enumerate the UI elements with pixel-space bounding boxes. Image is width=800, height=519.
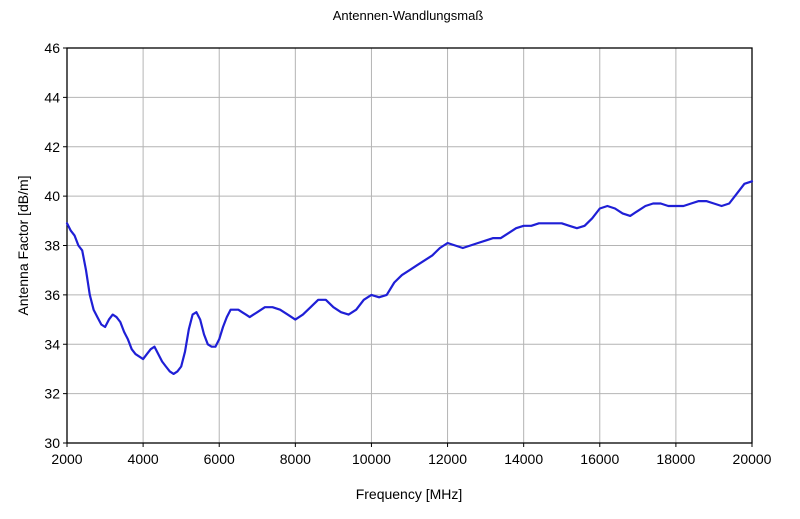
y-tick-label: 42	[44, 139, 60, 155]
y-tick-label: 40	[44, 188, 60, 204]
y-tick-label: 44	[44, 89, 60, 105]
x-tick-label: 4000	[128, 451, 159, 467]
y-tick-label: 36	[44, 287, 60, 303]
x-axis-label: Frequency [MHz]	[356, 486, 463, 502]
y-tick-label: 32	[44, 386, 60, 402]
y-tick-label: 38	[44, 238, 60, 254]
x-tick-label: 16000	[580, 451, 619, 467]
chart-title: Antennen-Wandlungsmaß	[333, 8, 484, 23]
x-axis-ticks: 2000 4000 6000 8000 10000 12000 14000 16000 1800…	[51, 443, 772, 467]
y-axis-label: Antenna Factor [dB/m]	[15, 175, 31, 315]
antenna-factor-line	[65, 180, 754, 375]
x-tick-label: 12000	[428, 451, 467, 467]
grid	[66, 47, 753, 444]
x-tick-label: 18000	[656, 451, 695, 467]
x-tick-label: 6000	[204, 451, 235, 467]
y-axis-ticks: 30 32 34 36 38 40 42 44 46	[44, 40, 67, 451]
y-tick-label: 30	[44, 435, 60, 451]
x-tick-label: 2000	[51, 451, 82, 467]
y-tick-label: 46	[44, 40, 60, 56]
x-tick-label: 14000	[504, 451, 543, 467]
x-tick-label: 8000	[280, 451, 311, 467]
y-tick-label: 34	[44, 336, 60, 352]
x-tick-label: 20000	[733, 451, 772, 467]
x-tick-label: 10000	[352, 451, 391, 467]
